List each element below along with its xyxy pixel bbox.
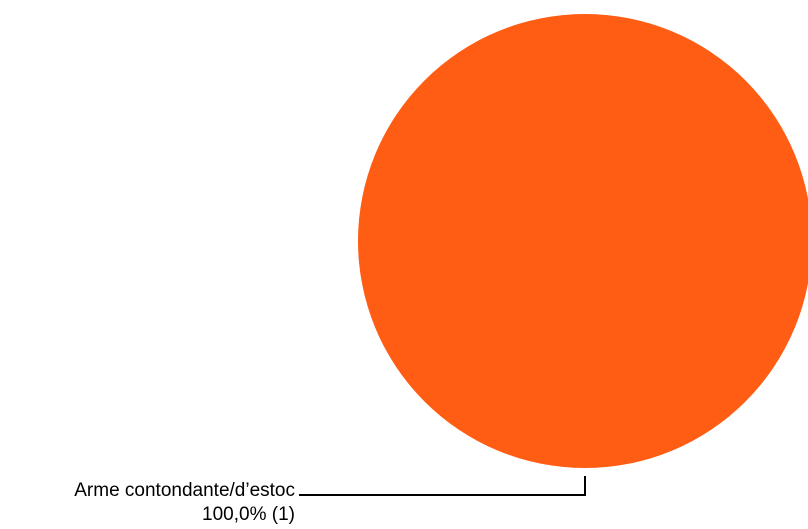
slice-label-percent: 100,0% (1) (202, 504, 295, 525)
slice-label-category: Arme contondante/d’estoc (74, 480, 295, 501)
pie-slices (358, 14, 808, 468)
slice-leader-line (299, 476, 586, 496)
pie-slice-0 (358, 14, 808, 468)
